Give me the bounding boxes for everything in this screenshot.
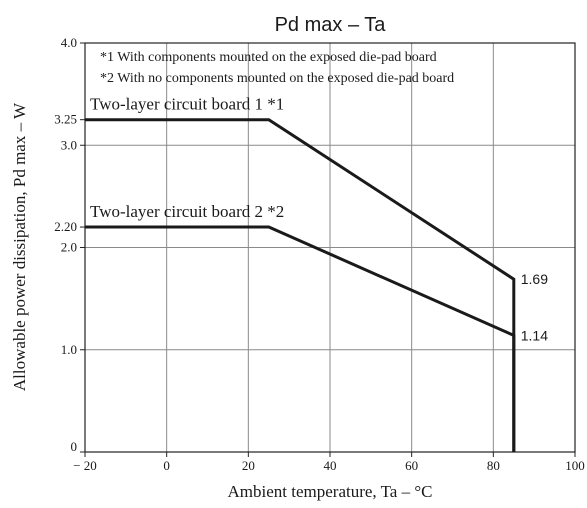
note-1: *1 With components mounted on the expose… <box>100 50 437 65</box>
x-tick-label: − 20 <box>73 458 97 473</box>
y-extra-tick-label: 3.25 <box>54 112 77 127</box>
y-extra-tick-label: 2.20 <box>54 219 77 234</box>
y-tick-label: 1.0 <box>61 342 77 357</box>
x-tick-label: 40 <box>324 458 337 473</box>
end-value-label-1: 1.69 <box>521 271 548 287</box>
y-tick-label: 0 <box>71 439 78 454</box>
series-lines <box>85 118 516 452</box>
x-tick-label: 20 <box>242 458 255 473</box>
grid <box>85 43 575 452</box>
x-tick-label: 60 <box>405 458 418 473</box>
notes: *1 With components mounted on the expose… <box>100 50 454 86</box>
tick-labels: − 20 0 20 40 60 80 100 0 1.0 2.0 3.0 4.0 3.25 2.20 <box>54 35 585 473</box>
series-line-1 <box>85 118 516 452</box>
series-labels: Two-layer circuit board 1 *1 1.69 Two-laye… <box>90 95 548 344</box>
y-tick-label: 2.0 <box>61 240 77 255</box>
x-tick-label: 0 <box>163 458 170 473</box>
series-line-2 <box>85 225 516 452</box>
x-tick-label: 80 <box>487 458 500 473</box>
y-tick-label: 3.0 <box>61 137 77 152</box>
x-axis-label: Ambient temperature, Ta – °C <box>228 482 433 501</box>
x-tick-label: 100 <box>565 458 585 473</box>
end-value-label-2: 1.14 <box>521 327 548 343</box>
chart-title: Pd max – Ta <box>275 14 387 36</box>
series-label-2: Two-layer circuit board 2 *2 <box>90 202 284 221</box>
y-axis-label: Allowable power dissipation, Pd max – W <box>10 102 29 391</box>
y-tick-label: 4.0 <box>61 35 77 50</box>
series-label-1: Two-layer circuit board 1 *1 <box>90 95 284 114</box>
note-2: *2 With no components mounted on the exp… <box>100 71 454 86</box>
